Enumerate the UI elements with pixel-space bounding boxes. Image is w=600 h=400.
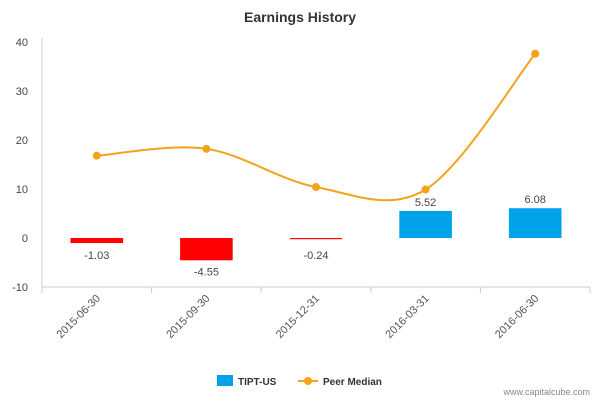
y-axis: -10 0 10 20 30 40	[12, 37, 43, 294]
legend-marker-peer-median	[304, 377, 312, 385]
legend-item-tipt[interactable]: TIPT-US	[217, 375, 277, 388]
data-label: 6.08	[524, 194, 545, 206]
line-series	[92, 49, 540, 202]
y-tick-label: 20	[16, 135, 28, 147]
data-label: 5.52	[415, 197, 436, 209]
data-labels: -1.03 -4.55 -0.24 5.52 6.08	[84, 194, 546, 278]
x-tick-label: 2016-06-30	[493, 293, 541, 341]
bar	[70, 238, 124, 244]
y-tick-label: 30	[16, 86, 28, 98]
peer-median-point	[92, 151, 101, 160]
peer-median-point	[312, 183, 320, 192]
peer-median-point	[421, 185, 430, 194]
bar	[399, 210, 452, 238]
y-tick-label: 40	[16, 37, 28, 49]
peer-median-line	[96, 53, 536, 202]
peer-median-point	[202, 144, 211, 153]
x-tick-label: 2015-09-30	[164, 293, 212, 341]
chart-title: Earnings History	[244, 9, 356, 25]
x-tick-label: 2015-12-31	[274, 293, 322, 341]
data-label: -1.03	[84, 250, 109, 262]
x-tick-label: 2016-03-31	[383, 293, 431, 341]
x-axis: 2015-06-30 2015-09-30 2015-12-31 2016-03-31…	[41, 286, 591, 341]
bar-series	[70, 208, 562, 261]
bar	[180, 238, 233, 261]
y-tick-label: 0	[22, 233, 28, 245]
source-credit[interactable]: www.capitalcube.com	[502, 387, 590, 397]
y-tick-label: -10	[12, 282, 28, 294]
bar	[508, 208, 562, 238]
legend-label-tipt: TIPT-US	[238, 377, 277, 388]
legend-label-peer-median: Peer Median	[323, 377, 382, 388]
y-tick-label: 10	[16, 184, 28, 196]
legend: TIPT-US Peer Median	[217, 375, 382, 388]
legend-swatch-tipt	[217, 375, 233, 386]
bar	[289, 238, 343, 240]
legend-item-peer-median[interactable]: Peer Median	[298, 377, 382, 388]
data-label: -0.24	[303, 250, 328, 262]
peer-median-point	[531, 49, 540, 58]
x-tick-label: 2015-06-30	[55, 293, 103, 341]
data-label: -4.55	[194, 266, 219, 278]
